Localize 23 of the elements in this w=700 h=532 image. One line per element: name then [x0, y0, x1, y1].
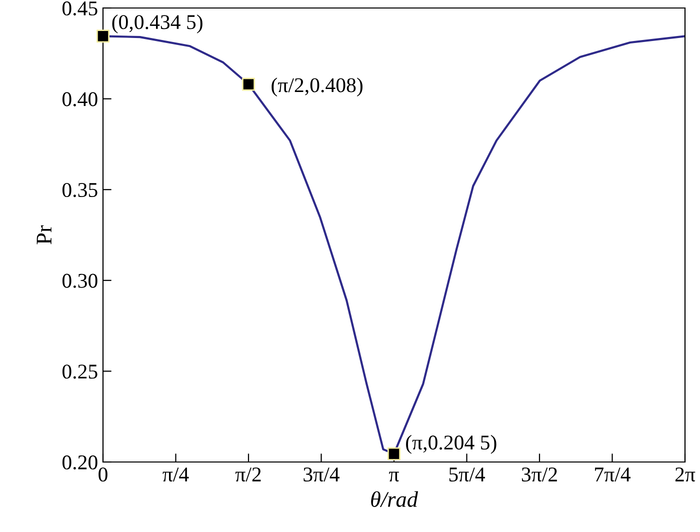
- y-tick-label: 0.20: [62, 455, 98, 470]
- point: [387, 447, 401, 460]
- y-tick-label: 0.30: [62, 274, 98, 288]
- x-tick-label: 0: [98, 467, 108, 482]
- x-tick-label: π/2: [235, 468, 261, 482]
- annotation: (π,0.204 5): [406, 434, 496, 454]
- y-tick-label: 0.40: [62, 92, 98, 106]
- annotation: (0,0.434 5): [112, 14, 202, 34]
- y-tick-label: 0.35: [62, 182, 98, 198]
- x-tick-label: 2π: [675, 468, 696, 482]
- x-tick-label: 5π/4: [449, 468, 485, 482]
- x-tick-label: π/4: [162, 468, 189, 482]
- y-axis-title: Pr: [36, 225, 52, 244]
- x-tick-label: 3π/2: [522, 468, 557, 482]
- y-tick-label: 0.45: [62, 1, 98, 16]
- x-tick-label: π: [389, 472, 399, 482]
- point: [242, 78, 256, 91]
- x-tick-label: 3π/4: [304, 468, 340, 482]
- y-tick-label: 0.25: [62, 364, 98, 379]
- x-tick-label: 7π/4: [595, 468, 630, 482]
- annotation: (π/2,0.408): [272, 78, 362, 96]
- point: [96, 30, 110, 43]
- x-axis-title: θ/rad: [371, 491, 418, 507]
